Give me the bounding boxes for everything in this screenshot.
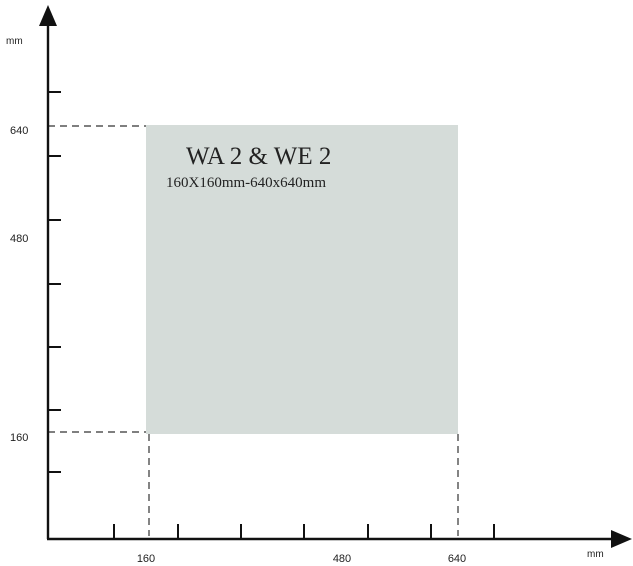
y-axis-arrowhead [39, 5, 57, 26]
working-area-region [146, 125, 458, 434]
y-tick-label-160: 160 [10, 432, 28, 444]
x-tick-label-480: 480 [333, 553, 351, 565]
area-title: WA 2 & WE 2 [186, 143, 331, 170]
y-tick-label-640: 640 [10, 125, 28, 137]
area-subtitle: 160X160mm-640x640mm [166, 175, 326, 191]
x-tick-label-640: 640 [448, 553, 466, 565]
x-axis-arrowhead [611, 530, 632, 548]
x-tick-label-160: 160 [137, 553, 155, 565]
y-tick-label-480: 480 [10, 233, 28, 245]
x-axis-unit-label: mm [587, 549, 604, 560]
y-axis-unit-label: mm [6, 36, 23, 47]
